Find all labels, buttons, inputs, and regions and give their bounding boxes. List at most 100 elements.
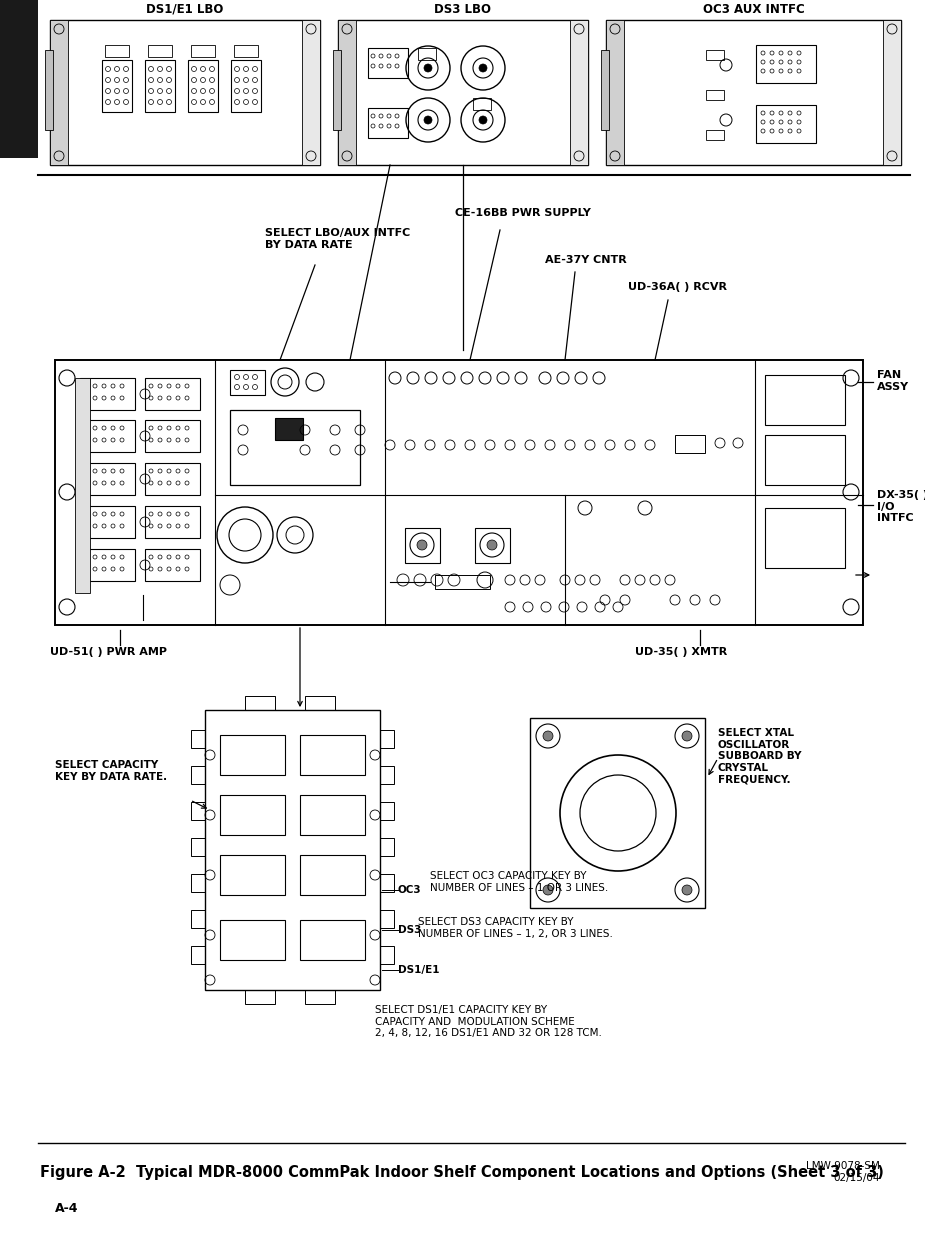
Bar (80, 506, 135, 538)
Text: UD-51( ) PWR AMP: UD-51( ) PWR AMP (50, 647, 167, 657)
Bar (220, 795, 285, 835)
Bar (191, 44, 215, 57)
Circle shape (479, 116, 487, 125)
Bar (0, 0, 38, 158)
Text: A-4: A-4 (55, 1201, 79, 1215)
Bar (191, 910, 205, 928)
Circle shape (417, 540, 427, 550)
Bar (338, 20, 356, 165)
Bar (570, 20, 588, 165)
Bar (380, 874, 394, 891)
Bar (145, 506, 200, 538)
Bar (338, 20, 588, 165)
Text: DS1/E1 LBO: DS1/E1 LBO (146, 2, 224, 16)
Text: OC3: OC3 (398, 885, 422, 895)
Bar (305, 990, 335, 1004)
Bar (883, 20, 901, 165)
Bar (191, 730, 205, 748)
Text: OC3 AUX INTFC: OC3 AUX INTFC (703, 2, 805, 16)
Bar (706, 51, 724, 60)
Bar (191, 946, 205, 964)
Bar (55, 360, 863, 625)
Bar (191, 766, 205, 784)
Bar (435, 575, 490, 589)
Bar (675, 435, 705, 453)
Bar (380, 910, 394, 928)
Text: SELECT DS3 CAPACITY KEY BY
NUMBER OF LINES – 1, 2, OR 3 LINES.: SELECT DS3 CAPACITY KEY BY NUMBER OF LIN… (418, 917, 613, 938)
Bar (606, 20, 624, 165)
Text: LMW-9078-SM
02/15/04: LMW-9078-SM 02/15/04 (806, 1161, 880, 1182)
Bar (756, 105, 816, 143)
Bar (80, 464, 135, 494)
Circle shape (543, 885, 553, 895)
Text: SELECT DS1/E1 CAPACITY KEY BY
CAPACITY AND  MODULATION SCHEME
2, 4, 8, 12, 16 DS: SELECT DS1/E1 CAPACITY KEY BY CAPACITY A… (375, 1005, 602, 1038)
Bar (145, 60, 175, 112)
Bar (530, 718, 705, 907)
Bar (380, 766, 394, 784)
Bar (145, 379, 200, 411)
Bar (234, 44, 258, 57)
Bar (231, 60, 261, 112)
Bar (102, 60, 132, 112)
Bar (300, 920, 365, 961)
Bar (302, 20, 320, 165)
Text: SELECT LBO/AUX INTFC
BY DATA RATE: SELECT LBO/AUX INTFC BY DATA RATE (265, 228, 411, 249)
Bar (191, 874, 205, 891)
Bar (368, 48, 408, 78)
Circle shape (487, 540, 497, 550)
Bar (220, 854, 285, 895)
Bar (191, 801, 205, 820)
Circle shape (682, 731, 692, 741)
Text: SELECT CAPACITY
KEY BY DATA RATE.: SELECT CAPACITY KEY BY DATA RATE. (55, 760, 167, 782)
Bar (606, 20, 901, 165)
Text: DX-35( )
I/O
INTFC: DX-35( ) I/O INTFC (877, 490, 925, 523)
Bar (50, 20, 68, 165)
Bar (333, 51, 341, 129)
Bar (75, 379, 90, 593)
Bar (368, 109, 408, 138)
Bar (80, 549, 135, 581)
Bar (756, 44, 816, 83)
Bar (80, 420, 135, 453)
Circle shape (543, 731, 553, 741)
Bar (475, 528, 510, 563)
Text: DS3 LBO: DS3 LBO (435, 2, 491, 16)
Text: UD-35( ) XMTR: UD-35( ) XMTR (635, 647, 727, 657)
Bar (380, 801, 394, 820)
Bar (380, 946, 394, 964)
Bar (50, 20, 320, 165)
Text: AE-37Y CNTR: AE-37Y CNTR (545, 255, 627, 265)
Bar (300, 854, 365, 895)
Text: DS3: DS3 (398, 925, 422, 935)
Bar (145, 464, 200, 494)
Bar (230, 411, 360, 485)
Bar (191, 838, 205, 856)
Bar (220, 735, 285, 776)
Text: Figure A-2  Typical MDR-8000 CommPak Indoor Shelf Component Locations and Option: Figure A-2 Typical MDR-8000 CommPak Indo… (40, 1164, 884, 1180)
Circle shape (479, 64, 487, 72)
Bar (148, 44, 172, 57)
Bar (300, 735, 365, 776)
Text: DS1/E1: DS1/E1 (398, 965, 439, 975)
Bar (305, 695, 335, 710)
Bar (205, 710, 380, 990)
Bar (220, 920, 285, 961)
Bar (145, 420, 200, 453)
Bar (105, 44, 129, 57)
Circle shape (682, 885, 692, 895)
Text: SELECT OC3 CAPACITY KEY BY
NUMBER OF LINES – 1 OR 3 LINES.: SELECT OC3 CAPACITY KEY BY NUMBER OF LIN… (430, 872, 609, 893)
Text: FAN
ASSY: FAN ASSY (877, 370, 909, 392)
Bar (245, 990, 275, 1004)
Circle shape (424, 64, 432, 72)
Bar (230, 370, 265, 395)
Bar (145, 549, 200, 581)
Bar (405, 528, 440, 563)
Text: UD-36A( ) RCVR: UD-36A( ) RCVR (628, 282, 727, 292)
Bar (80, 379, 135, 411)
Bar (245, 695, 275, 710)
Bar (275, 418, 303, 440)
Bar (380, 838, 394, 856)
Bar (706, 129, 724, 141)
Bar (45, 51, 53, 129)
Circle shape (424, 116, 432, 125)
